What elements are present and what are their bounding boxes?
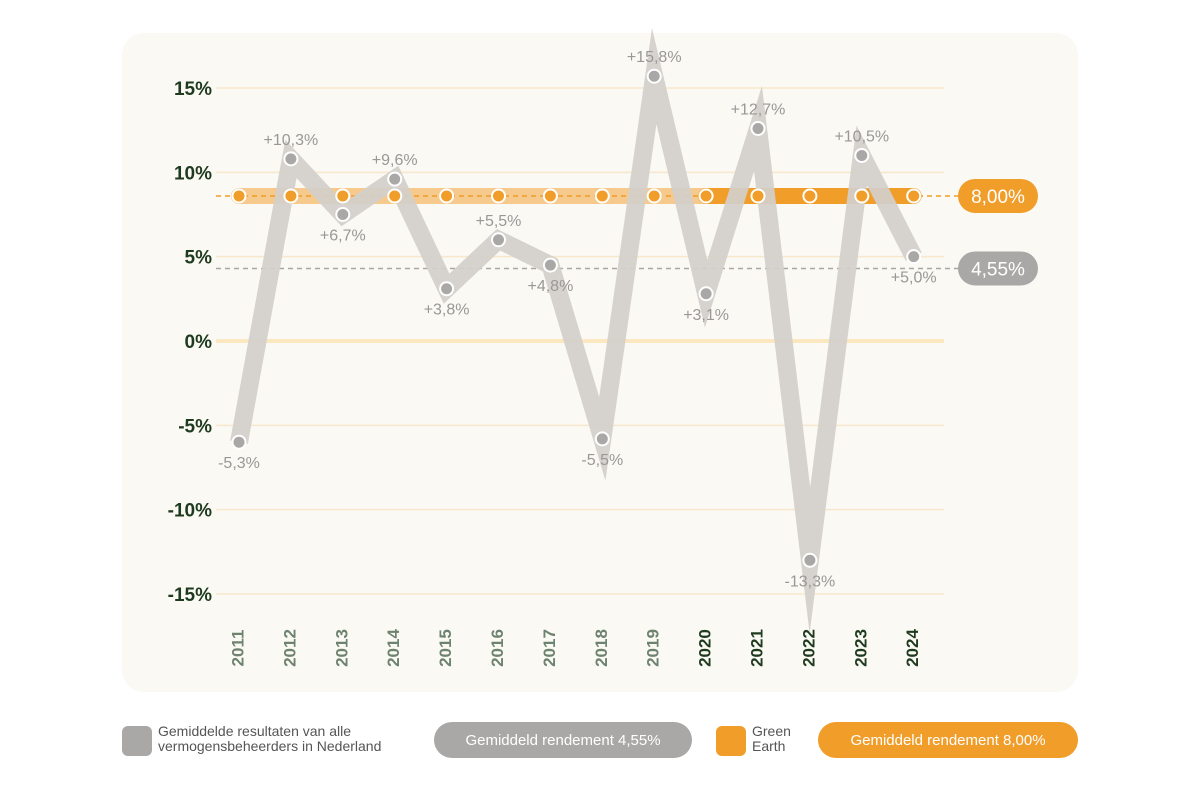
green-earth-point [542, 188, 558, 204]
y-tick-label: -5% [178, 416, 212, 437]
market-data-label: +9,6% [372, 152, 418, 169]
x-tick-label: 2020 [696, 629, 715, 667]
legend-market-line1: Gemiddelde resultaten van alle [158, 723, 352, 739]
y-tick-label: -15% [168, 585, 212, 606]
green-earth-point [491, 188, 506, 204]
y-axis: 15% 10% 5% 0% -5% -10% -15% [168, 79, 212, 606]
x-tick-label: 2018 [592, 629, 611, 667]
average-market-pill: Gemiddeld rendement 4,55% [434, 722, 692, 758]
y-tick-label: -10% [168, 501, 212, 522]
market-point [283, 151, 299, 167]
market-point [698, 286, 714, 302]
green-earth-point [854, 188, 870, 204]
green-earth-points [231, 188, 922, 204]
average-green-earth-pill: Gemiddeld rendement 8,00% [818, 722, 1078, 758]
x-tick-label: 2023 [851, 629, 870, 667]
reference-badge-label: 4,55% [971, 259, 1025, 280]
market-data-label: +10,3% [264, 132, 319, 149]
market-point [231, 434, 247, 450]
green-earth-point [231, 188, 247, 204]
legend: Gemiddelde resultaten van alle vermogens… [0, 718, 1200, 764]
x-tick-label: 2013 [332, 629, 351, 667]
market-data-label: +5,5% [476, 213, 522, 230]
market-data-label: -5,3% [218, 455, 260, 472]
market-point [750, 120, 766, 136]
average-market-text: Gemiddeld rendement 4,55% [465, 731, 661, 749]
market-point [802, 552, 818, 568]
market-data-label: +15,8% [627, 49, 682, 66]
average-green-earth-text: Gemiddeld rendement 8,00% [850, 731, 1046, 749]
market-data-label: +10,5% [834, 128, 889, 145]
market-point [439, 281, 455, 297]
green-earth-point [283, 188, 299, 204]
green-earth-point [387, 188, 403, 204]
market-data-label: +12,7% [731, 101, 786, 118]
green-earth-point [594, 188, 610, 204]
chart-card [122, 33, 1078, 692]
x-tick-label: 2024 [903, 629, 922, 667]
x-tick-label: 2012 [280, 629, 299, 667]
x-tick-label: 2015 [436, 629, 455, 667]
x-tick-label: 2014 [384, 629, 403, 667]
green-earth-point [750, 188, 766, 204]
data-labels: -5,3% +10,3% +6,7% +9,6% +3,8% +5,5% +4,8% -5,5… [218, 49, 937, 590]
x-tick-label: 2019 [644, 629, 663, 667]
y-tick-label: 10% [174, 163, 212, 184]
legend-swatch-green-earth [716, 726, 746, 756]
legend-label-market: Gemiddelde resultaten van alle vermogens… [158, 724, 381, 754]
market-series [230, 28, 922, 634]
legend-green-line2: Earth [752, 738, 786, 754]
market-point [542, 257, 558, 273]
legend-label-green-earth: Green Earth [752, 724, 791, 754]
x-tick-label: 2021 [747, 629, 766, 667]
market-point [335, 207, 351, 222]
x-axis: 2011 2012 2013 2014 2015 2016 2017 2018 2019 2020… [228, 629, 922, 667]
green-earth-point [335, 188, 351, 204]
reference-lines [216, 195, 958, 270]
legend-market-line2: vermogensbeheerders in Nederland [158, 738, 382, 754]
market-point [594, 431, 610, 447]
reference-badges: 8,00% 4,55% [958, 178, 1038, 286]
legend-green-line1: Green [752, 723, 791, 739]
x-tick-label: 2017 [540, 629, 559, 667]
y-tick-label: 0% [185, 332, 213, 353]
x-tick-label: 2022 [799, 629, 818, 667]
y-tick-label: 5% [185, 248, 213, 269]
market-data-label: +3,1% [683, 307, 729, 324]
reference-badge [958, 178, 1038, 213]
market-point [906, 249, 922, 265]
reference-badge-label: 8,00% [971, 187, 1025, 208]
market-data-label: +6,7% [320, 228, 366, 245]
y-tick-label: 15% [174, 79, 212, 100]
green-earth-point [802, 188, 818, 204]
green-earth-point [698, 188, 714, 204]
legend-swatch-market [122, 726, 152, 756]
x-tick-label: 2016 [488, 629, 507, 667]
green-earth-point [906, 188, 922, 204]
green-earth-point [439, 188, 455, 204]
market-data-label: +3,8% [424, 302, 470, 319]
market-point [854, 147, 870, 163]
market-point [646, 68, 662, 84]
market-data-label: -5,5% [581, 452, 623, 469]
market-point [387, 171, 403, 187]
x-tick-label: 2011 [228, 630, 247, 667]
market-data-label: +5,0% [891, 270, 937, 287]
reference-badge [958, 251, 1038, 286]
market-point [491, 232, 506, 248]
market-data-label: +4,8% [527, 278, 573, 295]
green-earth-point [646, 188, 662, 204]
market-series-line [230, 28, 922, 634]
market-data-label: -13,3% [785, 573, 836, 590]
